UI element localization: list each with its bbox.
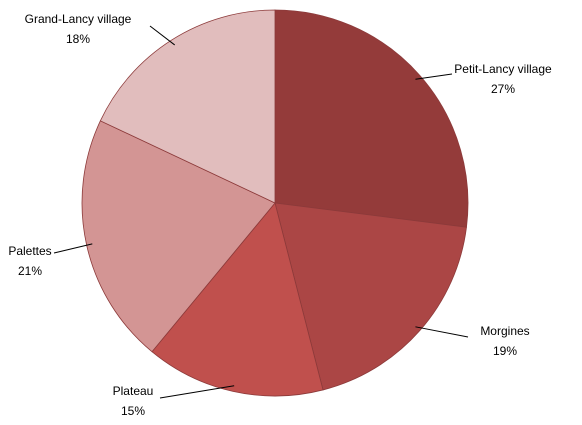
pie-slice <box>151 202 324 397</box>
pie-slice <box>274 202 467 391</box>
slice-value-label: 18% <box>66 32 90 46</box>
pie-slice <box>274 9 469 228</box>
slice-label: Plateau <box>113 384 154 398</box>
slice-label: Morgines <box>480 324 529 338</box>
slice-value-label: 19% <box>493 344 517 358</box>
leader-line <box>415 326 469 338</box>
slice-value-label: 27% <box>491 82 515 96</box>
leader-line <box>149 25 175 46</box>
pie-slice <box>99 9 276 204</box>
slice-label: Grand-Lancy village <box>25 12 132 26</box>
slice-label: Palettes <box>8 244 51 258</box>
slice-label: Petit-Lancy village <box>454 62 552 76</box>
leader-line <box>415 73 453 80</box>
leader-line <box>159 385 235 399</box>
leader-line <box>53 243 93 254</box>
slice-value-label: 15% <box>121 404 145 418</box>
slice-value-label: 21% <box>18 264 42 278</box>
